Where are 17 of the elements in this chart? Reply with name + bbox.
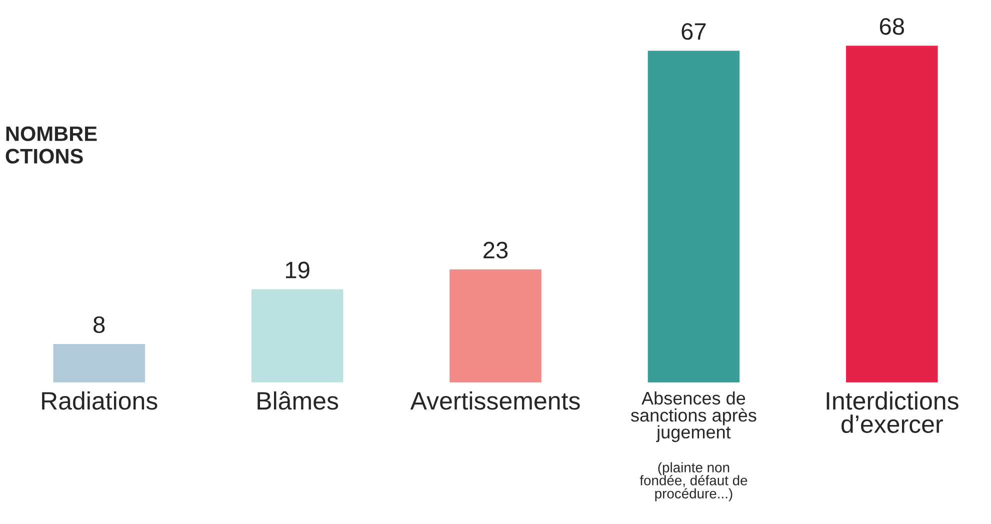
data-label: 23 xyxy=(484,242,508,259)
text: NOMBRE CTIONS xyxy=(6,126,97,164)
bar xyxy=(52,342,146,384)
data-label: 68 xyxy=(880,18,904,35)
data-label: 8 xyxy=(94,316,105,334)
text: (plainte non fondée, défaut de procédure...) xyxy=(640,462,748,502)
data-label: 19 xyxy=(286,262,310,278)
bar xyxy=(448,268,543,384)
data-label: 67 xyxy=(682,23,706,40)
x-tick-label: Blâmes xyxy=(258,391,338,410)
bar xyxy=(844,45,940,384)
bar xyxy=(250,288,345,384)
x-tick-label: Absences de sanctions après jugement xyxy=(630,391,756,442)
bar xyxy=(646,49,741,384)
x-tick-label: Radiations xyxy=(42,391,158,410)
x-tick-label: Avertissements xyxy=(410,391,580,410)
x-tick-label: Interdictions d’exercer xyxy=(826,391,958,434)
